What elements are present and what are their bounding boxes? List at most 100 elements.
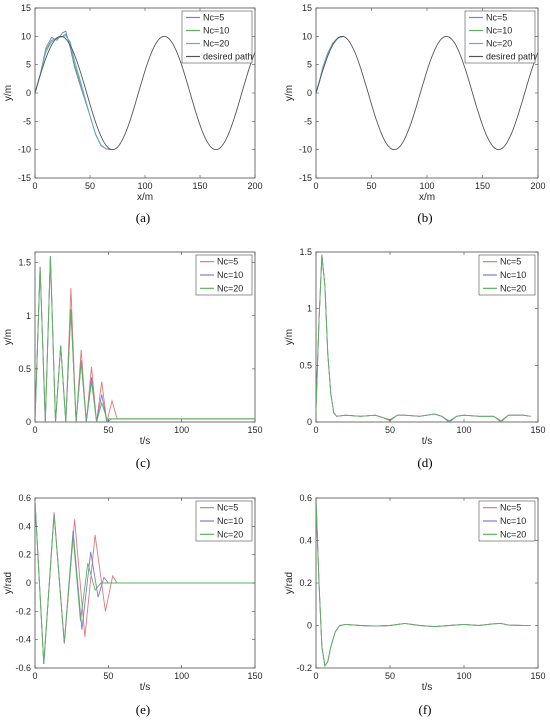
series-line-desired-path	[35, 35, 255, 151]
y-axis-label: y/m	[3, 85, 14, 101]
y-tick-label: 0	[307, 88, 312, 98]
x-tick-label: 50	[103, 425, 113, 435]
panel-f: 0 50 100 150-0.200.20.40.6t/sy/radNc=5Nc=10…	[284, 493, 546, 717]
series-line-nc-20	[35, 256, 255, 422]
x-tick-label: 50	[385, 671, 395, 681]
legend-entry: Nc=20	[486, 39, 512, 49]
series-line-desired-path	[316, 35, 538, 151]
legend: Nc=5 Nc=10 Nc=20	[195, 500, 253, 542]
x-axis-label: t/s	[140, 436, 151, 447]
y-tick-label: 0	[307, 621, 312, 631]
legend: Nc=5 Nc=10 Nc=20 desired path	[464, 10, 536, 64]
x-tick-label: 0	[313, 671, 318, 681]
y-tick-label: 15	[302, 3, 312, 13]
x-tick-label: 150	[247, 425, 262, 435]
x-tick-label: 0	[32, 181, 37, 191]
y-tick-label: -15	[299, 173, 312, 183]
x-tick-label: 0	[32, 425, 37, 435]
panel-e: 0 50 100 150 -0.6 -0.4 -0.2 0 0.2 0.4 0.6 t/s y/rad N…	[3, 493, 263, 717]
panel-d: 0 50 100 150 0 0.5 1 1.5 t/s y/m Nc=5 Nc=10 Nc=20 (d)	[284, 247, 546, 470]
legend-box	[181, 10, 253, 64]
legend-entry: Nc=10	[500, 270, 526, 280]
x-tick-label: 200	[530, 181, 545, 191]
y-tick-label: 10	[21, 31, 31, 41]
legend-entry: Nc=20	[217, 283, 243, 293]
x-tick-label: 150	[247, 671, 262, 681]
legend-entry: Nc=10	[486, 26, 512, 36]
y-axis-label: y/rad	[3, 572, 14, 594]
legend: Nc=5 Nc=10 Nc=20	[478, 500, 536, 542]
y-axis-label: y/m	[284, 329, 295, 345]
plot-area	[35, 256, 255, 422]
y-tick-label: 0.4	[299, 536, 312, 546]
y-tick-label: 0	[26, 88, 31, 98]
legend-entry: Nc=5	[486, 13, 507, 23]
legend-entry: Nc=10	[217, 270, 243, 280]
x-axis-label: t/s	[140, 682, 151, 693]
legend-entry: desired path	[486, 52, 536, 62]
y-tick-label: -5	[23, 116, 31, 126]
y-tick-label: 0	[26, 417, 31, 427]
plot-area	[35, 30, 255, 151]
x-tick-label: 100	[174, 671, 189, 681]
y-axis-label: y/m	[3, 329, 14, 345]
legend-entry: Nc=20	[500, 529, 526, 539]
legend-entry: Nc=5	[217, 503, 238, 513]
x-axis-label: t/s	[422, 682, 433, 693]
y-axis-label: y/rad	[284, 572, 295, 594]
y-tick-label: 1	[307, 304, 312, 314]
series-line-nc-20	[316, 255, 531, 422]
legend-entry: Nc=5	[500, 257, 521, 267]
x-tick-label: 150	[530, 671, 545, 681]
y-tick-label: 0.5	[18, 364, 31, 374]
series-line-nc-20	[316, 498, 531, 668]
panel-caption: (c)	[136, 455, 150, 470]
plot-area	[316, 498, 531, 668]
plot-area	[316, 35, 538, 151]
x-tick-label: 0	[313, 181, 318, 191]
y-tick-label: 15	[21, 3, 31, 13]
panel-caption: (e)	[136, 702, 150, 717]
x-tick-label: 100	[137, 181, 152, 191]
y-tick-label: 1.5	[18, 258, 31, 268]
panel-caption: (f)	[419, 702, 432, 717]
y-tick-label: -0.2	[296, 663, 312, 673]
panel-caption: (d)	[417, 455, 432, 470]
legend-entry: Nc=5	[203, 13, 224, 23]
x-tick-label: 150	[192, 181, 207, 191]
y-tick-label: 0.6	[18, 493, 31, 503]
y-tick-label: -10	[18, 145, 31, 155]
legend-entry: Nc=10	[217, 516, 243, 526]
plot-area	[35, 500, 255, 664]
y-tick-label: 5	[26, 60, 31, 70]
x-tick-label: 150	[530, 425, 545, 435]
legend-entry: Nc=10	[500, 516, 526, 526]
x-tick-label: 50	[385, 425, 395, 435]
legend-entry: Nc=20	[217, 529, 243, 539]
x-tick-label: 50	[366, 181, 376, 191]
plot-area	[316, 254, 531, 422]
x-tick-label: 0	[313, 425, 318, 435]
y-tick-label: -0.4	[15, 635, 31, 645]
y-tick-label: 10	[302, 31, 312, 41]
x-tick-label: 150	[475, 181, 490, 191]
legend: Nc=5 Nc=10 Nc=20	[478, 254, 536, 296]
x-tick-label: 0	[32, 671, 37, 681]
y-tick-label: -5	[304, 116, 312, 126]
x-tick-label: 50	[85, 181, 95, 191]
y-tick-label: -0.6	[15, 663, 31, 673]
legend: Nc=5 Nc=10 Nc=20	[195, 254, 253, 296]
y-tick-label: 1.5	[299, 247, 312, 257]
x-axis-label: t/s	[422, 436, 433, 447]
x-axis-label: x/m	[137, 192, 153, 203]
x-tick-label: 100	[419, 181, 434, 191]
panel-caption: (b)	[417, 210, 432, 225]
y-tick-label: 0.6	[299, 493, 312, 503]
panel-caption: (a)	[136, 210, 150, 225]
legend-entry: desired path	[203, 52, 253, 62]
legend-entry: Nc=20	[203, 39, 229, 49]
y-tick-label: 0.4	[18, 521, 31, 531]
y-tick-label: 1	[26, 311, 31, 321]
